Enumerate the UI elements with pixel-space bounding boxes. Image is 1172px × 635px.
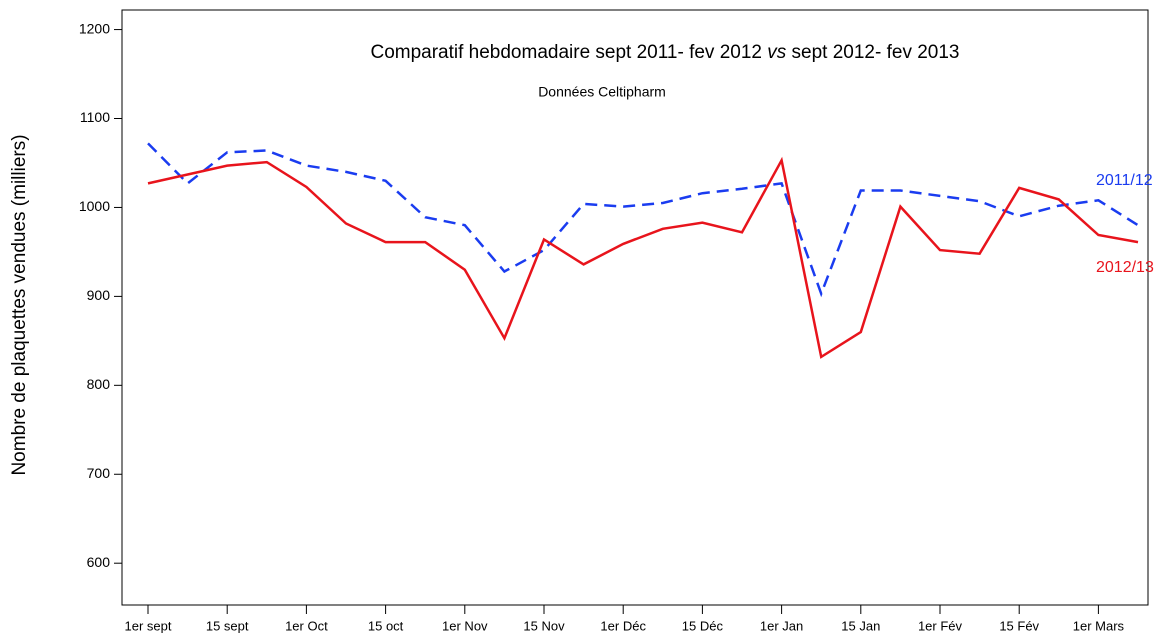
x-tick-label: 15 Fév (999, 618, 1039, 633)
x-tick-label: 1er sept (125, 618, 172, 633)
x-tick-label: 1er Mars (1073, 618, 1125, 633)
y-tick-label: 900 (87, 287, 111, 303)
x-tick-label: 15 Déc (682, 618, 724, 633)
y-axis-label: Nombre de plaquettes vendues (milliers) (9, 134, 30, 475)
x-tick-label: 1er Fév (918, 618, 963, 633)
x-tick-label: 1er Oct (285, 618, 328, 633)
x-tick-label: 1er Déc (600, 618, 646, 633)
x-tick-label: 1er Jan (760, 618, 803, 633)
plot-frame (121, 9, 1149, 606)
y-tick-label: 1000 (79, 198, 110, 214)
x-tick-label: 15 oct (368, 618, 404, 633)
x-tick-label: 15 sept (206, 618, 249, 633)
x-tick-label: 15 Jan (841, 618, 880, 633)
y-tick-label: 1100 (80, 109, 110, 125)
y-tick-label: 800 (87, 376, 111, 392)
y-tick-label: 1200 (79, 20, 110, 36)
series-line (147, 156, 1139, 359)
x-tick-label: 15 Nov (523, 618, 565, 633)
chart-subtitle: Données Celtipharm (538, 84, 666, 100)
series-label: 2012/13 (1096, 259, 1154, 276)
y-tick-label: 600 (87, 554, 111, 570)
series-line (147, 142, 1139, 298)
series-label: 2011/12 (1096, 172, 1153, 189)
x-tick-label: 1er Nov (442, 618, 488, 633)
y-tick-label: 700 (87, 465, 111, 481)
chart-title: Comparatif hebdomadaire sept 2011- fev 2… (370, 42, 959, 63)
